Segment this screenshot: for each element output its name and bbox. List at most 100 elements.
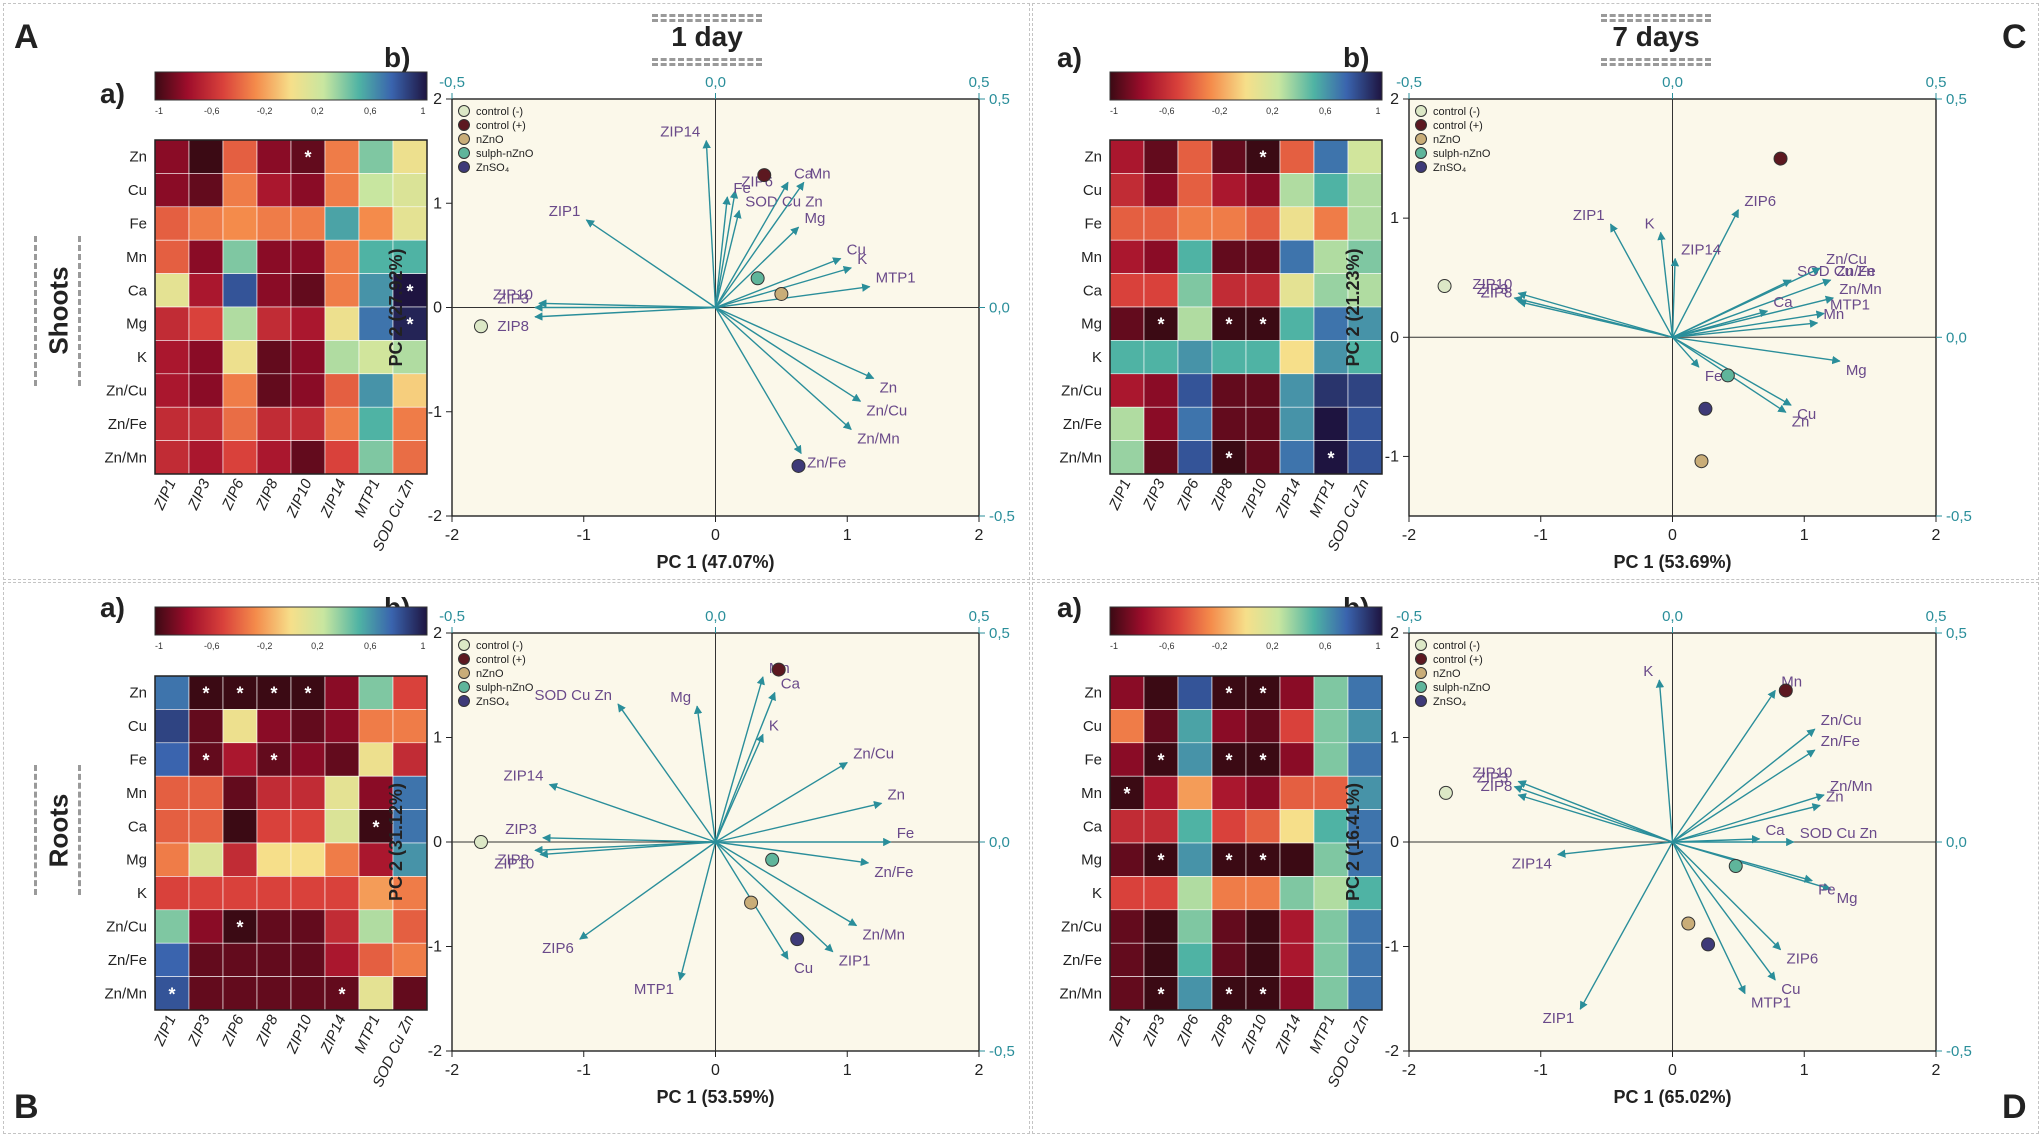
score-point	[473, 835, 488, 849]
heatmap-row-label: Zn	[129, 685, 147, 702]
heatmap-col-label: MTP1	[351, 1013, 383, 1056]
loading-label: MTP1	[1830, 296, 1870, 313]
heatmap-cell	[392, 909, 428, 944]
heatmap-D-heatmap: -1 -0,6 -0,2 0,2 0,6 1 * * * * * * * * * * * * Zn Cu Fe Mn Ca M…	[1059, 606, 1383, 1090]
heatmap-cell	[1279, 942, 1315, 977]
heatmap-cell	[392, 406, 428, 441]
legend-marker	[1415, 695, 1427, 707]
loading-label: K	[769, 717, 779, 734]
heatmap-cell	[1177, 909, 1213, 944]
loading-arrow	[715, 306, 862, 402]
score-point	[771, 662, 786, 677]
heatmap-cell	[1279, 675, 1315, 710]
heatmap-col-label: ZIP1	[150, 1013, 179, 1050]
loading-label: Fe	[897, 825, 915, 842]
loading-arrow	[617, 703, 717, 843]
loading-arrow	[1671, 841, 1776, 981]
heatmap-cell	[1109, 942, 1145, 977]
day-label-line	[1601, 58, 1711, 61]
heatmap-cell	[1245, 742, 1281, 777]
loading-label: Zn	[1792, 413, 1810, 430]
loading-arrow	[1517, 780, 1673, 843]
heatmap-cell	[222, 809, 258, 844]
heatmap-cell	[154, 406, 190, 441]
legend-marker	[458, 161, 470, 173]
heatmap-cell	[188, 173, 224, 208]
heatmap-cell	[1313, 742, 1349, 777]
y-tick-label: 2	[433, 625, 442, 642]
loading-label: ZIP14	[503, 768, 543, 785]
heatmap-cell	[1143, 709, 1179, 744]
heatmap-cell	[358, 139, 394, 174]
y-tick-label: -2	[428, 508, 442, 525]
heatmap-cell	[1211, 406, 1247, 441]
heatmap-cell	[1177, 206, 1213, 241]
score-point	[1720, 368, 1735, 383]
top-tick-label: 0,5	[969, 608, 990, 625]
heatmap-cell	[1245, 440, 1281, 475]
score-point	[1681, 916, 1696, 931]
legend-label: sulph-nZnO	[476, 682, 534, 694]
x-axis-label: PC 1 (53.69%)	[1613, 552, 1731, 572]
x-tick-label: 1	[1800, 1062, 1809, 1079]
legend-marker	[1415, 105, 1427, 117]
significance-star: *	[304, 684, 311, 704]
loading-arrow	[714, 307, 802, 455]
legend-marker	[1415, 653, 1427, 665]
right-tick-label: 0,5	[1946, 625, 1967, 642]
top-tick-label: 0,5	[969, 74, 990, 91]
heatmap-cell	[222, 340, 258, 375]
heatmap-cell	[1177, 775, 1213, 810]
heatmap-cell	[222, 876, 258, 911]
heatmap-cell	[1177, 406, 1213, 441]
top-tick-label: -0,5	[1396, 74, 1422, 91]
heatmap-cell	[222, 842, 258, 877]
legend-label: nZnO	[1433, 668, 1461, 680]
heatmap-cell	[324, 742, 360, 777]
heatmap-cell	[1313, 173, 1349, 208]
loading-arrow	[714, 181, 805, 308]
heatmap-cell	[358, 876, 394, 911]
right-tick-label: -0,5	[989, 1043, 1015, 1060]
heatmap-cell	[1313, 206, 1349, 241]
colorbar-tick-label: -0,6	[1159, 641, 1175, 651]
heatmap-row-label: K	[1092, 349, 1102, 366]
heatmap-B-heatmap: -1 -0,6 -0,2 0,2 0,6 1 * * * * * * * * * * Zn Cu Fe Mn Ca Mg K…	[104, 606, 428, 1090]
legend-label: control (-)	[476, 106, 523, 118]
loading-arrow	[715, 841, 870, 867]
legend-marker	[1415, 681, 1427, 693]
loading-label: Fe	[1818, 882, 1836, 899]
loading-arrow	[715, 761, 848, 843]
heatmap-cell	[1347, 406, 1383, 441]
heatmap-cell	[290, 440, 326, 475]
loading-label: ZIP8	[1481, 285, 1513, 302]
heatmap-cell	[324, 909, 360, 944]
colorbar-tick-label: -0,6	[204, 641, 220, 651]
heatmap-cell	[1347, 709, 1383, 744]
heatmap-cell	[256, 239, 292, 274]
heatmap-cell	[1279, 173, 1315, 208]
heatmap-cell	[1177, 976, 1213, 1011]
loading-arrow	[548, 783, 716, 843]
legend-label: control (-)	[1433, 106, 1480, 118]
heatmap-row-label: Cu	[128, 182, 147, 199]
heatmap-cell	[1143, 942, 1179, 977]
heatmap-cell	[1313, 809, 1349, 844]
heatmap-cell	[188, 876, 224, 911]
heatmap-cell	[358, 173, 394, 208]
panel-frame-top-right	[1032, 3, 2039, 580]
heatmap-cell	[188, 709, 224, 744]
heatmap-cell	[188, 273, 224, 308]
heatmap-A-heatmap: -1 -0,6 -0,2 0,2 0,6 1 * * * Zn Cu Fe Mn Ca Mg K Zn/Cu Zn…	[104, 71, 428, 554]
top-tick-label: 0,0	[1662, 608, 1683, 625]
right-tick-label: -0,5	[1946, 508, 1972, 525]
heatmap-row-label: Ca	[128, 282, 148, 299]
top-tick-label: 0,0	[705, 74, 726, 91]
heatmap-row-label: Mn	[1081, 785, 1102, 802]
score-point	[1701, 937, 1716, 952]
heatmap-cell	[154, 206, 190, 241]
heatmap-cell	[222, 942, 258, 977]
x-axis-label: PC 1 (47.07%)	[656, 552, 774, 572]
loading-arrow	[1672, 749, 1816, 843]
